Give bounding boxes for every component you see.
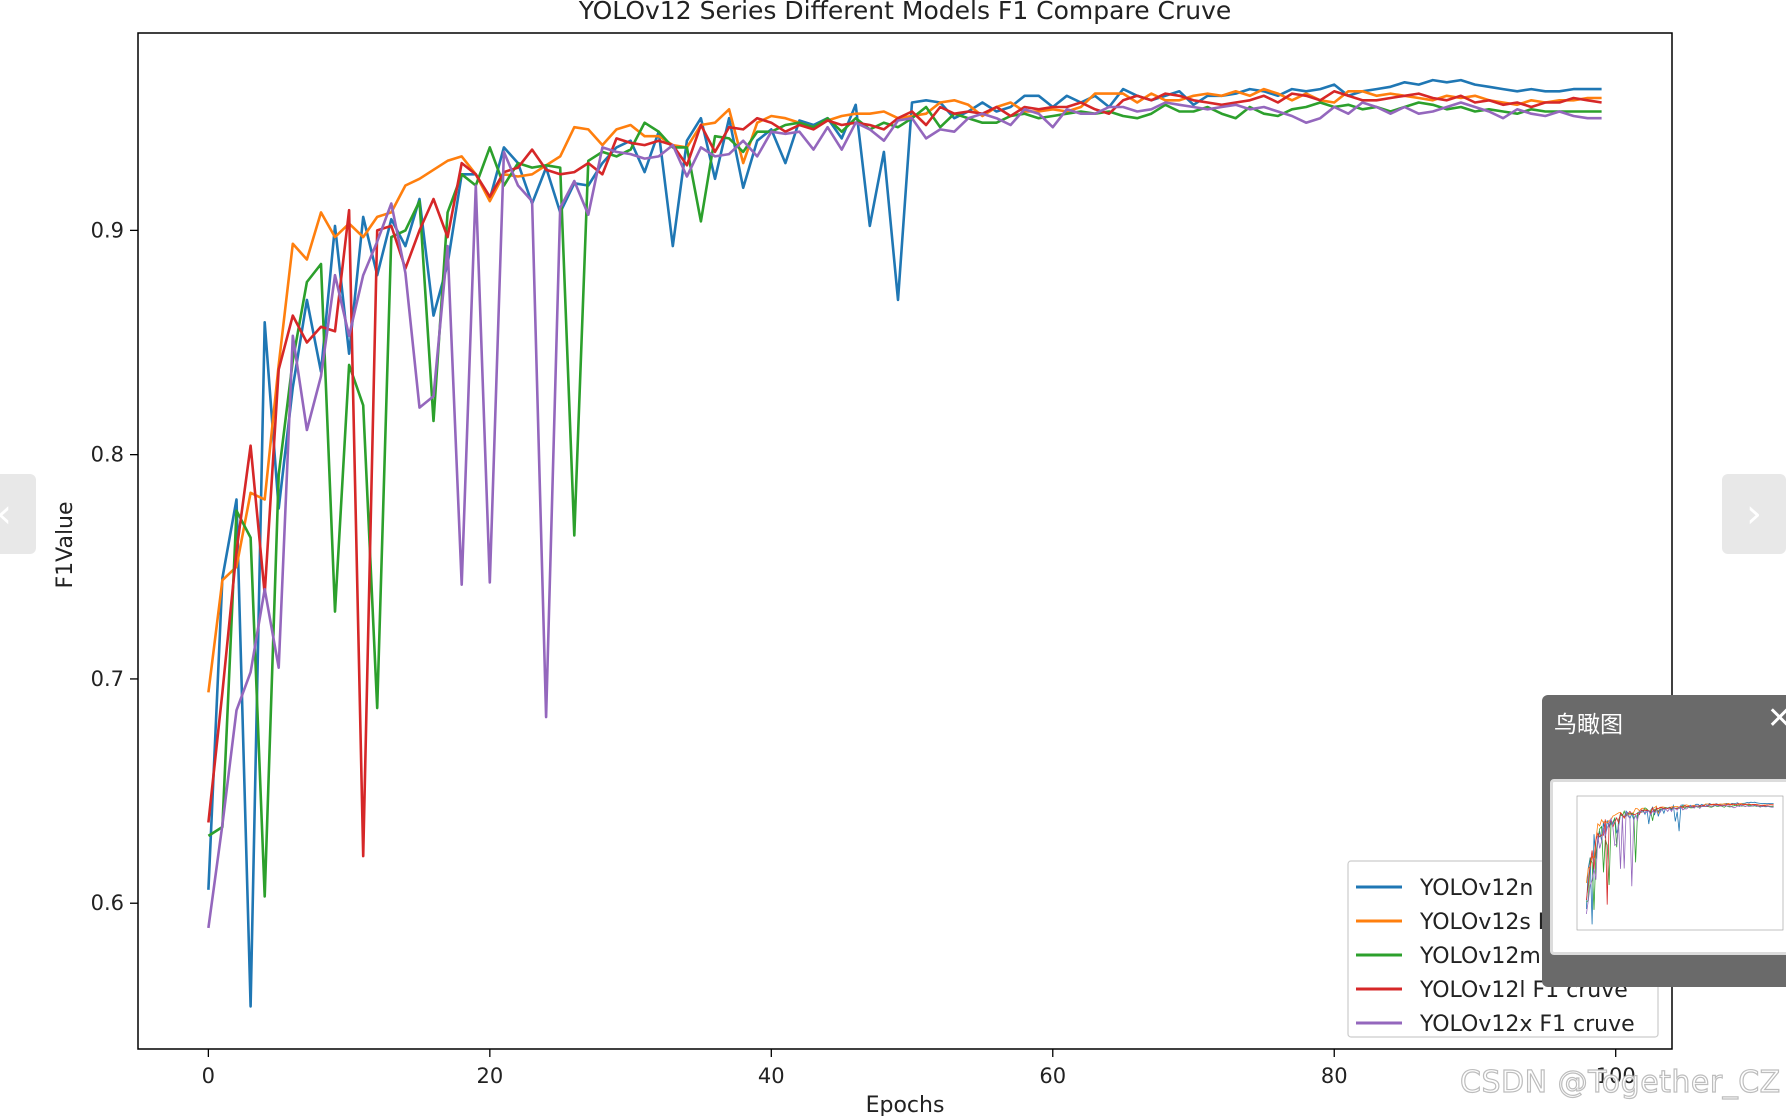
series-layer [207, 78, 1602, 1008]
y-axis-label: F1Value [53, 501, 78, 588]
thumb-series-line-4 [1586, 803, 1774, 905]
thumb-series-line-1 [1586, 801, 1774, 925]
x-tick-label: 0 [202, 1064, 215, 1088]
birdseye-title: 鸟瞰图 [1554, 712, 1623, 738]
x-tick-label: 80 [1321, 1064, 1348, 1088]
watermark: CSDN @Together_CZ [1459, 1064, 1781, 1100]
y-tick-label: 0.6 [91, 891, 124, 915]
series-line-2 [207, 87, 1602, 693]
birdseye-thumbnail[interactable] [1550, 779, 1786, 955]
series-line-4 [207, 90, 1602, 858]
y-tick-label: 0.7 [91, 667, 124, 691]
chevron-left-icon: ‹ [0, 491, 12, 537]
thumb-frame [1576, 795, 1784, 931]
x-axis-ticks: 0 20 40 60 80 100 [202, 1049, 1636, 1088]
x-axis-label: Epochs [866, 1093, 945, 1116]
x-tick-label: 20 [476, 1064, 503, 1088]
legend-label-5: YOLOv12x F1 cruve [1419, 1012, 1635, 1037]
close-icon[interactable]: ✕ [1767, 701, 1786, 736]
series-line-5 [207, 101, 1602, 929]
y-tick-label: 0.9 [91, 218, 124, 242]
thumb-series-line-5 [1586, 804, 1774, 915]
chart-title: YOLOv12 Series Different Models F1 Compa… [578, 0, 1232, 25]
birdseye-panel: 鸟瞰图 ✕ [1542, 695, 1786, 987]
series-line-1 [207, 78, 1602, 1008]
x-tick-label: 60 [1039, 1064, 1066, 1088]
prev-image-button[interactable]: ‹ [0, 474, 36, 554]
next-image-button[interactable]: › [1722, 474, 1786, 554]
chevron-right-icon: › [1746, 491, 1762, 537]
x-tick-label: 40 [758, 1064, 785, 1088]
x-tick-label: 100 [1596, 1064, 1636, 1088]
y-axis-ticks: 0.6 0.7 0.8 0.9 [91, 218, 138, 915]
y-tick-label: 0.8 [91, 443, 124, 467]
